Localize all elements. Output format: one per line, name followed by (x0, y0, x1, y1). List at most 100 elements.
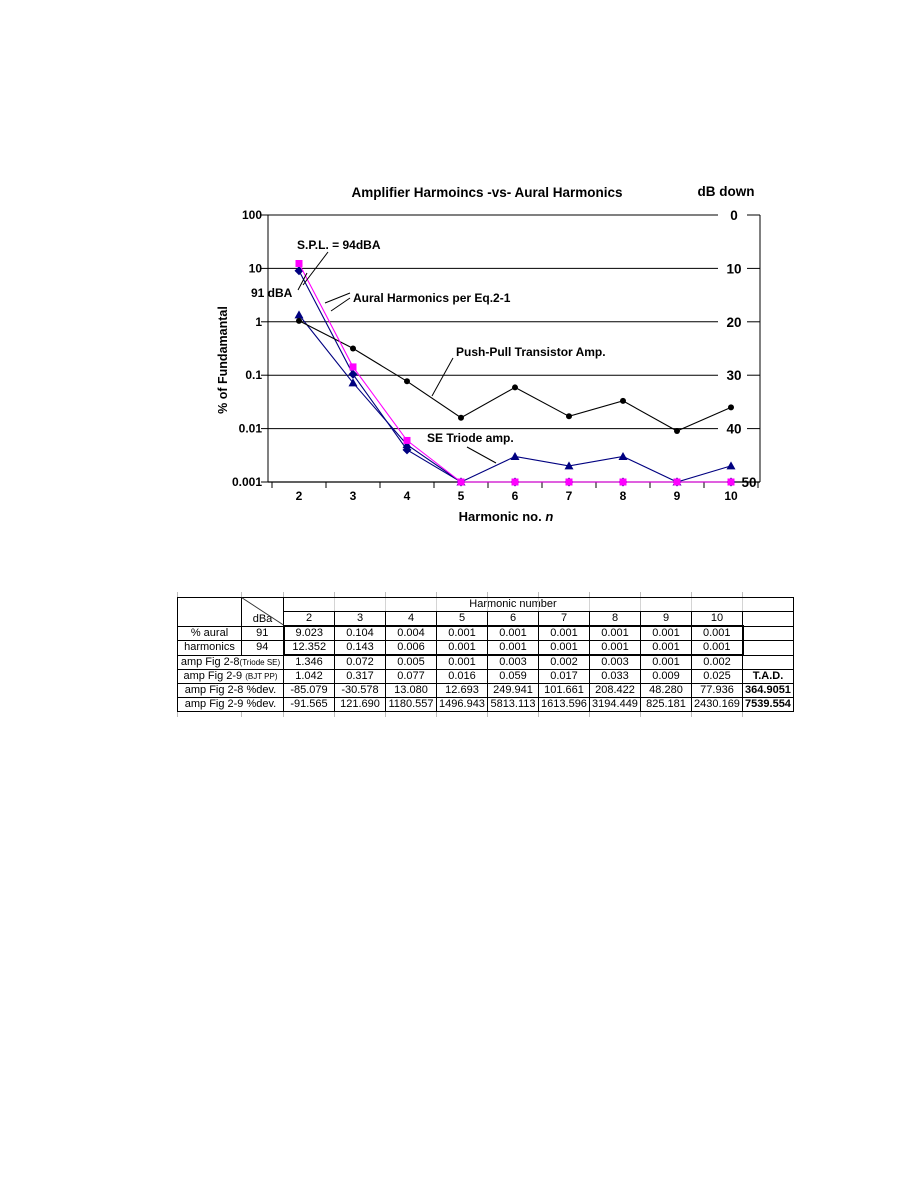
tad-value-cell: 7539.554 (742, 697, 794, 712)
data-cell: -85.079 (283, 683, 335, 698)
data-cell: 249.941 (487, 683, 539, 698)
data-cell: 0.143 (334, 640, 386, 656)
data-cell: 0.003 (487, 654, 539, 670)
data-cell: 0.001 (589, 640, 641, 656)
marker-diamond (348, 369, 358, 379)
harmonic-number-header: Harmonic number (283, 597, 743, 612)
marker-diamond (294, 266, 304, 276)
marker-triangle (564, 461, 574, 470)
ghost-cell (742, 625, 794, 641)
marker-square (511, 478, 519, 486)
right-tick-label: 30 (726, 368, 741, 383)
data-cell: 0.006 (385, 640, 437, 656)
annotation-label: Aural Harmonics per Eq.2-1 (353, 291, 511, 305)
x-tick-label: 7 (566, 489, 573, 503)
x-tick-label: 5 (458, 489, 465, 503)
leader-line (330, 297, 351, 312)
data-cell: 0.009 (640, 669, 692, 684)
corner-blank-cell (177, 597, 242, 627)
x-tick-label: 9 (674, 489, 681, 503)
data-cell: 0.025 (691, 669, 743, 684)
right-tick-label: 40 (726, 422, 741, 437)
data-cell: 0.033 (589, 669, 641, 684)
x-tick-label: 2 (296, 489, 303, 503)
leader-line (324, 292, 351, 304)
marker-circle (350, 345, 356, 352)
row-label: amp Fig 2-8(Triode SE) (177, 654, 284, 670)
row-label-small: (BJT PP) (245, 672, 278, 681)
x-tick-label: 4 (404, 489, 411, 503)
marker-triangle (294, 310, 304, 319)
marker-circle (566, 413, 572, 420)
data-cell: 0.001 (436, 654, 488, 670)
marker-triangle (726, 461, 736, 470)
tad-header-cell: T.A.D. (742, 669, 794, 684)
leader-line (302, 251, 329, 286)
marker-circle (296, 317, 302, 324)
tad-value-cell: 364.9051 (742, 683, 794, 698)
x-axis-title: Harmonic no. n (459, 509, 554, 524)
data-cell: 0.072 (334, 654, 386, 670)
data-cell: 0.001 (640, 625, 692, 641)
x-tick-label: 3 (350, 489, 357, 503)
leader-line (431, 357, 454, 397)
marker-square (349, 363, 357, 371)
y-axis-title: % of Fundamantal (216, 306, 230, 414)
data-cell: 3194.449 (589, 697, 641, 712)
row-label: harmonics (177, 640, 242, 656)
leader-line (297, 272, 308, 291)
data-cell: 0.001 (640, 654, 692, 670)
data-cell: 48.280 (640, 683, 692, 698)
ghost-cell (742, 640, 794, 656)
data-cell: 0.001 (538, 625, 590, 641)
ghost-cell (742, 611, 794, 627)
marker-triangle (348, 378, 358, 387)
ghost-cell (742, 654, 794, 670)
dba-value: 94 (241, 640, 284, 656)
y-tick-label: 1 (255, 315, 262, 329)
data-cell: 1613.596 (538, 697, 590, 712)
data-cell: 12.693 (436, 683, 488, 698)
right-tick-label: 0 (730, 208, 738, 223)
marker-square (727, 478, 735, 486)
data-cell: 5813.113 (487, 697, 539, 712)
right-tick-label: 10 (726, 261, 741, 276)
marker-circle (512, 384, 518, 391)
data-cell: 0.004 (385, 625, 437, 641)
data-cell: 0.077 (385, 669, 437, 684)
data-cell: 0.001 (436, 640, 488, 656)
marker-square (565, 478, 573, 486)
data-cell: 0.005 (385, 654, 437, 670)
data-cell: 0.001 (487, 625, 539, 641)
marker-square (295, 260, 303, 268)
y-tick-label: 100 (242, 208, 262, 222)
data-cell: -91.565 (283, 697, 335, 712)
leader-line (466, 446, 497, 464)
annotation-label: Push-Pull Transistor Amp. (456, 345, 606, 359)
column-header: 8 (589, 611, 641, 627)
x-tick-label: 10 (724, 489, 738, 503)
right-tick-label: 20 (726, 315, 741, 330)
annotation-label: S.P.L. = 94dBA (297, 238, 381, 252)
annotation-label: 91 dBA (251, 286, 293, 300)
y-tick-label: 10 (249, 261, 263, 275)
row-label-small: (Triode SE) (239, 657, 281, 667)
data-cell: 1180.557 (385, 697, 437, 712)
chart-title: Amplifier Harmoincs -vs- Aural Harmonics (351, 185, 622, 200)
data-cell: 208.422 (589, 683, 641, 698)
y-tick-label: 0.1 (245, 368, 262, 382)
marker-triangle (510, 452, 520, 461)
marker-square (673, 478, 681, 486)
data-cell: 0.002 (691, 654, 743, 670)
row-label: amp Fig 2-9 %dev. (177, 697, 284, 712)
data-cell: 0.001 (640, 640, 692, 656)
marker-square (457, 478, 465, 486)
row-label: amp Fig 2-8 %dev. (177, 683, 284, 698)
data-cell: 0.003 (589, 654, 641, 670)
marker-square (403, 436, 411, 444)
right-tick-label: 50 (741, 475, 756, 490)
data-cell: 0.001 (436, 625, 488, 641)
row-label: amp Fig 2-9 (BJT PP) (177, 669, 284, 684)
marker-circle (620, 397, 626, 404)
column-header: 5 (436, 611, 488, 627)
